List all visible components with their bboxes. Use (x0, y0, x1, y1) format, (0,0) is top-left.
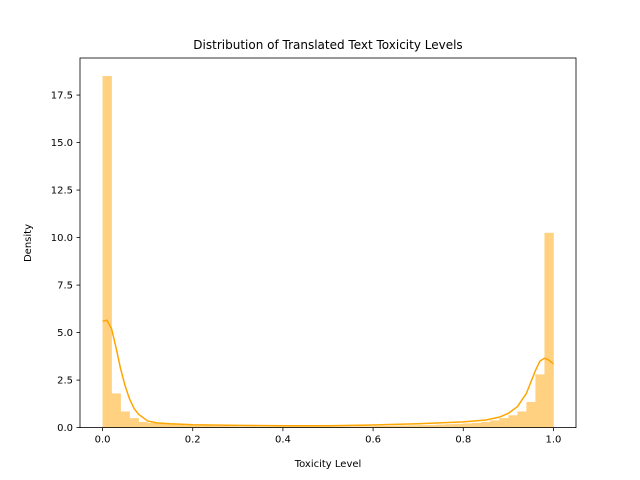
histogram-bar (346, 426, 356, 428)
histogram-bar (165, 424, 175, 428)
histogram-bar (517, 411, 527, 428)
histogram-bar (355, 426, 365, 428)
histogram-bar (526, 401, 536, 428)
histogram-bar (174, 424, 185, 428)
histogram-bar (472, 422, 482, 428)
histogram-bar (111, 393, 121, 428)
x-tick-label: 0.2 (185, 435, 201, 446)
histogram-bar (273, 426, 284, 428)
histogram-bar (309, 426, 320, 428)
y-tick-label: 12.5 (51, 186, 73, 197)
x-tick-label: 0.0 (95, 435, 111, 446)
y-tick-label: 2.5 (57, 376, 73, 387)
histogram-bar (445, 424, 455, 428)
histogram-bar (328, 426, 338, 428)
y-tick-label: 0.0 (57, 423, 73, 434)
histogram-bar (282, 426, 293, 428)
histogram-bar (210, 426, 221, 428)
x-tick-label: 0.4 (275, 435, 291, 446)
x-tick-label: 0.8 (455, 435, 471, 446)
plot-area-frame (79, 57, 577, 429)
histogram-bar (436, 424, 446, 428)
x-axis-ticks: 0.0 0.2 0.4 0.6 0.8 1.0 (95, 427, 562, 446)
histogram-bar (400, 425, 410, 428)
histogram-bar (391, 425, 401, 428)
histogram-bar (382, 425, 392, 428)
histogram-bar (192, 425, 203, 428)
histogram-bar (427, 424, 437, 428)
histogram-bar (535, 374, 545, 428)
histogram-bar (201, 425, 212, 428)
y-tick-label: 7.5 (57, 281, 73, 292)
histogram-bar (409, 425, 419, 428)
histogram-bar (183, 425, 194, 428)
y-tick-label: 10.0 (51, 233, 73, 244)
y-axis-label: Density (23, 224, 34, 262)
histogram-bar (463, 423, 473, 428)
histogram-bar (454, 423, 464, 428)
histogram-bar (264, 426, 275, 428)
histogram-bar (102, 76, 112, 428)
histogram-bar (228, 426, 239, 428)
histogram-bars (102, 76, 554, 428)
histogram-bar (291, 426, 302, 428)
y-axis-ticks: 0.0 2.5 5.0 7.5 10.0 12.5 15.0 17.5 (51, 91, 80, 434)
histogram-bar (318, 426, 329, 428)
chart-title: Distribution of Translated Text Toxicity… (193, 38, 462, 52)
histogram-bar (490, 420, 500, 428)
histogram-bar (508, 415, 518, 428)
histogram-bar (237, 426, 248, 428)
histogram-bar (156, 423, 166, 428)
histogram-bar (418, 425, 428, 428)
x-tick-label: 1.0 (546, 435, 562, 446)
histogram-bar (300, 426, 311, 428)
histogram-bar (138, 421, 148, 428)
histogram-bar (129, 418, 139, 428)
histogram-bar (499, 418, 509, 428)
histogram-bar (481, 421, 491, 428)
y-tick-label: 5.0 (57, 328, 73, 339)
y-tick-label: 15.0 (51, 138, 73, 149)
histogram-bar (219, 426, 230, 428)
histogram-bar (120, 411, 130, 428)
x-tick-label: 0.6 (365, 435, 381, 446)
kde-curve-group (102, 319, 554, 427)
histogram-bar (246, 426, 257, 428)
histogram-bar (544, 232, 554, 428)
histogram-bar (373, 426, 383, 428)
histogram-bar (337, 426, 347, 428)
histogram-bar (147, 422, 157, 428)
kde-line (102, 319, 554, 427)
histogram-bar (364, 426, 374, 428)
y-tick-label: 17.5 (51, 91, 73, 102)
histogram-bar (255, 426, 266, 428)
x-axis-label: Toxicity Level (294, 459, 362, 470)
